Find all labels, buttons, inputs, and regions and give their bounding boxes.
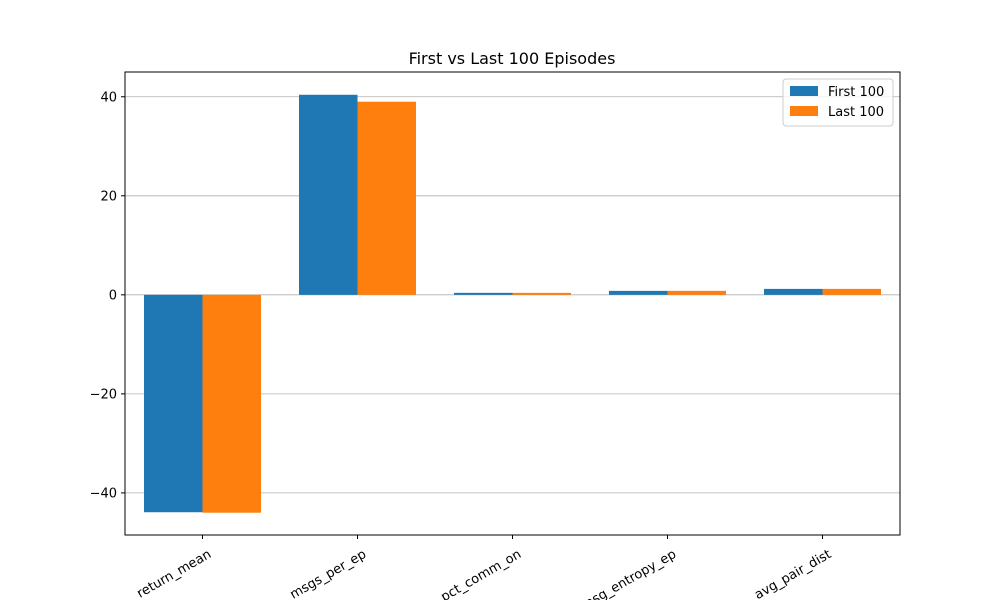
bar-last-100-msg-entropy-ep	[667, 290, 726, 295]
x-tick-label-msg-entropy-ep: msg_entropy_ep	[579, 547, 679, 600]
bar-first-100-msgs-per-ep	[299, 94, 358, 295]
chart-title: First vs Last 100 Episodes	[409, 49, 616, 68]
bar-last-100-pct-comm-on	[512, 292, 571, 295]
bar-last-100-avg-pair-dist	[822, 288, 881, 295]
y-tick-label: −20	[90, 387, 117, 402]
y-tick-label: 40	[100, 90, 117, 105]
y-axis: 40 20 0 −20 −40	[90, 90, 125, 501]
bar-first-100-avg-pair-dist	[764, 288, 823, 295]
legend-swatch-first-100	[790, 86, 818, 96]
x-tick-label-return-mean: return_mean	[135, 547, 214, 600]
y-tick-label: 20	[100, 189, 117, 204]
bars	[144, 94, 881, 513]
bar-last-100-msgs-per-ep	[357, 101, 416, 295]
legend-label-last-100: Last 100	[828, 105, 884, 120]
y-tick-label: 0	[109, 288, 117, 303]
bar-last-100-return-mean	[202, 294, 261, 513]
y-tick-label: −40	[90, 486, 117, 501]
legend: First 100 Last 100	[782, 78, 894, 127]
x-tick-label-msgs-per-ep: msgs_per_ep	[288, 547, 369, 600]
x-tick-label-pct-comm-on: pct_comm_on	[438, 547, 524, 600]
x-axis: return_mean msgs_per_ep pct_comm_on msg_ent…	[135, 535, 834, 600]
legend-swatch-last-100	[790, 106, 818, 116]
bar-first-100-return-mean	[144, 294, 203, 513]
bar-first-100-pct-comm-on	[454, 292, 513, 295]
legend-label-first-100: First 100	[828, 85, 884, 100]
x-tick-label-avg-pair-dist: avg_pair_dist	[752, 547, 834, 600]
bar-first-100-msg-entropy-ep	[609, 290, 668, 295]
